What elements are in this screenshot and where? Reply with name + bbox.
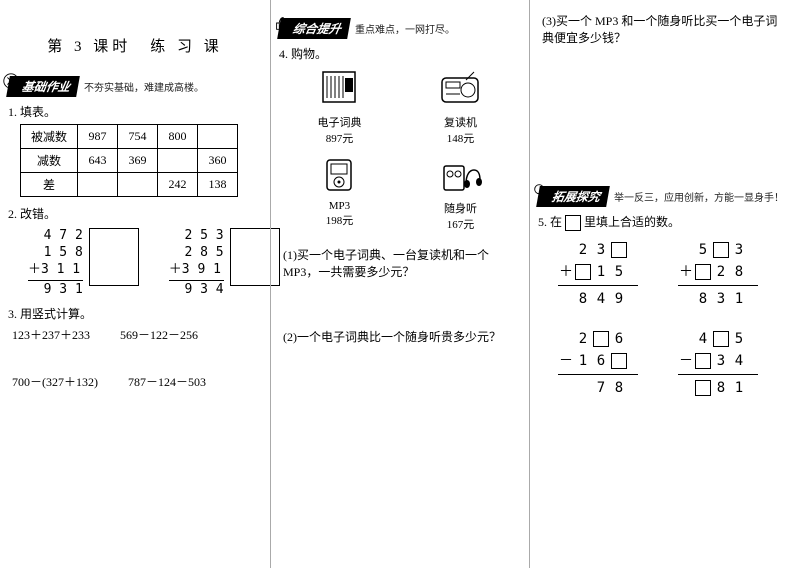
fill-box[interactable] [713,331,729,347]
q1-table: 被减数987754800 减数643369360 差242138 [20,124,238,197]
q3-e2: 569－122－256 [120,326,198,343]
q5-p3: 26 －16 78 [558,328,638,399]
q2-calc-a: 4 7 2 1 5 8 ＋3 1 1 9 3 1 [28,228,139,299]
q3-title: 3. 用竖式计算。 [8,305,262,322]
section-basic-label: 基础作业 [6,76,80,97]
answer-box[interactable] [89,228,139,286]
section-comp: 综合提升 重点难点，一网打尽。 [279,18,521,39]
walkman-icon [436,154,484,194]
page-title: 第 3 课时 练 习 课 [8,35,262,56]
q3-e1: 123＋237＋233 [12,326,90,343]
fill-box[interactable] [593,331,609,347]
q4-s1: (1)买一个电子词典、一台复读机和一个 MP3，一共需要多少元？ [283,246,517,280]
shop-item-mp3: MP3 198元 [285,154,394,232]
section-basic-sub: 不夯实基础，难建成高楼。 [84,79,204,94]
q5-p1: 23 ＋15 849 [558,239,638,310]
fill-box[interactable] [695,353,711,369]
table-row: 减数643369360 [21,149,238,173]
fill-box[interactable] [695,380,711,396]
q3-e3: 700－(327＋132) [12,373,98,390]
section-ext-label: 拓展探究 [536,186,610,207]
section-comp-sub: 重点难点，一网打尽。 [355,21,455,36]
shop-grid: 电子词典 897元 复读机 148元 MP3 198元 随身听 167元 [279,68,521,240]
fill-box[interactable] [695,264,711,280]
radio-icon [436,68,484,108]
q2-calc-b: 2 5 3 2 8 5 ＋3 9 1 9 3 4 [169,228,280,299]
table-row: 被减数987754800 [21,125,238,149]
shop-item-walkman: 随身听 167元 [406,154,515,232]
q5-title: 5. 在 里填上合适的数。 [538,213,785,231]
dictionary-icon [315,68,363,108]
fill-box[interactable] [611,242,627,258]
q5-p2: 53 ＋28 831 [678,239,758,310]
table-row: 差242138 [21,173,238,197]
q4-s3: (3)买一个 MP3 和一个随身听比买一个电子词典便宜多少钱？ [542,12,781,46]
q5-p4: 45 －34 81 [678,328,758,399]
fill-box[interactable] [713,242,729,258]
fill-box[interactable] [575,264,591,280]
mp3-icon [315,154,363,194]
q1-title: 1. 填表。 [8,103,262,120]
section-ext-sub: 举一反三，应用创新，方能一显身手！ [614,189,784,204]
fill-box[interactable] [611,353,627,369]
shop-item-dict: 电子词典 897元 [285,68,394,146]
shop-item-radio: 复读机 148元 [406,68,515,146]
section-comp-label: 综合提升 [277,18,351,39]
section-basic: 基础作业 不夯实基础，难建成高楼。 [8,76,262,97]
q2-title: 2. 改错。 [8,205,262,222]
q3-e4: 787－124－503 [128,373,206,390]
q4-title: 4. 购物。 [279,45,521,62]
section-ext: 拓展探究 举一反三，应用创新，方能一显身手！ [538,186,785,207]
q4-s2: (2)一个电子词典比一个随身听贵多少元？ [283,328,517,345]
